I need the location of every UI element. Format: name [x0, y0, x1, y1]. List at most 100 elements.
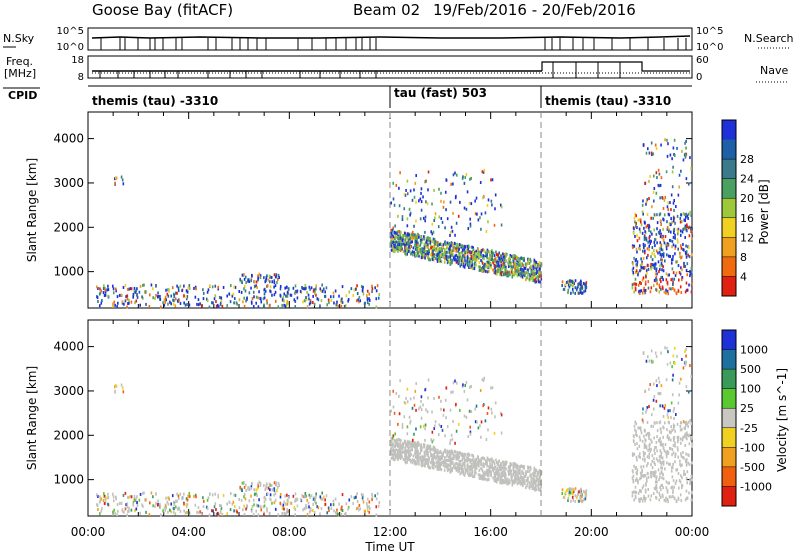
velocity-cell: [274, 507, 277, 511]
power-cell: [390, 240, 393, 244]
velocity-cell: [674, 444, 676, 448]
velocity-cell: [324, 498, 326, 502]
velocity-cell: [684, 458, 687, 462]
velocity-cell: [326, 511, 329, 515]
velocity-cell: [689, 418, 691, 422]
power-cell: [652, 216, 654, 220]
velocity-cell: [452, 381, 455, 385]
velocity-cell: [256, 493, 258, 497]
power-cell: [466, 248, 468, 252]
velocity-cell: [429, 447, 432, 451]
velocity-cell: [423, 445, 426, 449]
velocity-cell: [366, 497, 369, 501]
power-cell: [421, 238, 423, 242]
power-cell: [443, 251, 446, 255]
velocity-cell: [181, 497, 183, 501]
power-cell: [475, 258, 478, 262]
velocity-cell: [395, 448, 398, 452]
power-cell: [113, 177, 116, 181]
velocity-cell: [653, 448, 656, 452]
power-cell: [677, 247, 680, 251]
power-cell: [391, 234, 393, 238]
power-cell: [409, 189, 412, 193]
velocity-cell: [668, 421, 671, 425]
power-cell: [685, 255, 688, 259]
velocity-cell: [491, 457, 493, 461]
power-cell: [534, 275, 537, 279]
power-cell: [666, 154, 669, 158]
power-cell: [127, 302, 129, 306]
velocity-cell: [671, 428, 673, 432]
velocity-cell: [250, 487, 253, 491]
power-cell: [668, 273, 671, 277]
power-cell: [502, 258, 504, 262]
velocity-cell: [202, 496, 204, 500]
velocity-cell: [688, 453, 690, 457]
x-axis-label: Time UT: [364, 540, 415, 554]
velocity-cell: [217, 493, 219, 497]
power-cell: [415, 247, 418, 251]
velocity-cell: [502, 480, 505, 484]
power-cell: [677, 230, 680, 234]
velocity-cell: [454, 379, 456, 383]
velocity-cell: [648, 452, 651, 456]
velocity-cell: [454, 466, 456, 470]
velocity-cell: [433, 427, 436, 431]
velocity-cell: [640, 476, 643, 480]
velocity-cell: [521, 479, 524, 483]
power-cell: [490, 262, 492, 266]
power-cell: [264, 289, 267, 293]
colorbar-frame: [721, 119, 737, 297]
velocity-cell: [259, 483, 262, 487]
cpid-segment-2: tau (fast) 503: [394, 86, 487, 100]
velocity-cell: [672, 354, 675, 358]
velocity-cell: [330, 503, 332, 507]
velocity-cell: [250, 485, 253, 489]
power-cell: [356, 292, 359, 296]
velocity-cell: [296, 497, 299, 501]
velocity-cell: [431, 440, 434, 444]
power-cell: [667, 201, 669, 205]
velocity-cell: [535, 484, 538, 488]
velocity-cell: [519, 465, 521, 469]
velocity-cell: [409, 421, 411, 425]
velocity-cell: [436, 466, 439, 470]
velocity-cell: [500, 462, 503, 466]
velocity-cell: [466, 459, 469, 463]
velocity-cell: [507, 473, 510, 477]
power-cell: [265, 279, 267, 283]
velocity-cell: [404, 454, 406, 458]
velocity-cell: [519, 476, 522, 480]
velocity-cell: [103, 494, 106, 498]
velocity-cell: [584, 490, 587, 494]
velocity-cell: [397, 453, 400, 457]
power-cell: [568, 285, 571, 289]
velocity-cell: [419, 446, 422, 450]
velocity-cell: [567, 496, 570, 500]
velocity-cell: [238, 506, 241, 510]
velocity-cell: [404, 449, 407, 453]
power-cell: [229, 300, 232, 304]
power-cell: [653, 240, 656, 244]
velocity-cell: [420, 399, 422, 403]
power-cell: [116, 295, 119, 299]
power-cell: [281, 297, 284, 301]
power-cell: [662, 252, 665, 256]
power-cell: [674, 252, 676, 256]
velocity-cell: [152, 495, 154, 499]
power-cell: [634, 277, 637, 281]
power-cell: [534, 266, 536, 270]
velocity-cell: [253, 488, 256, 492]
velocity-cell: [534, 488, 536, 492]
power-cell: [420, 235, 422, 239]
power-cell: [571, 287, 574, 291]
power-cell: [257, 274, 259, 278]
power-cell: [679, 285, 682, 289]
power-cell: [434, 242, 437, 246]
power-cell: [440, 191, 442, 195]
velocity-cell: [633, 452, 636, 456]
power-cell: [486, 260, 488, 264]
power-cell: [496, 260, 498, 264]
velocity-cell: [417, 456, 420, 460]
power-cell: [467, 249, 470, 253]
